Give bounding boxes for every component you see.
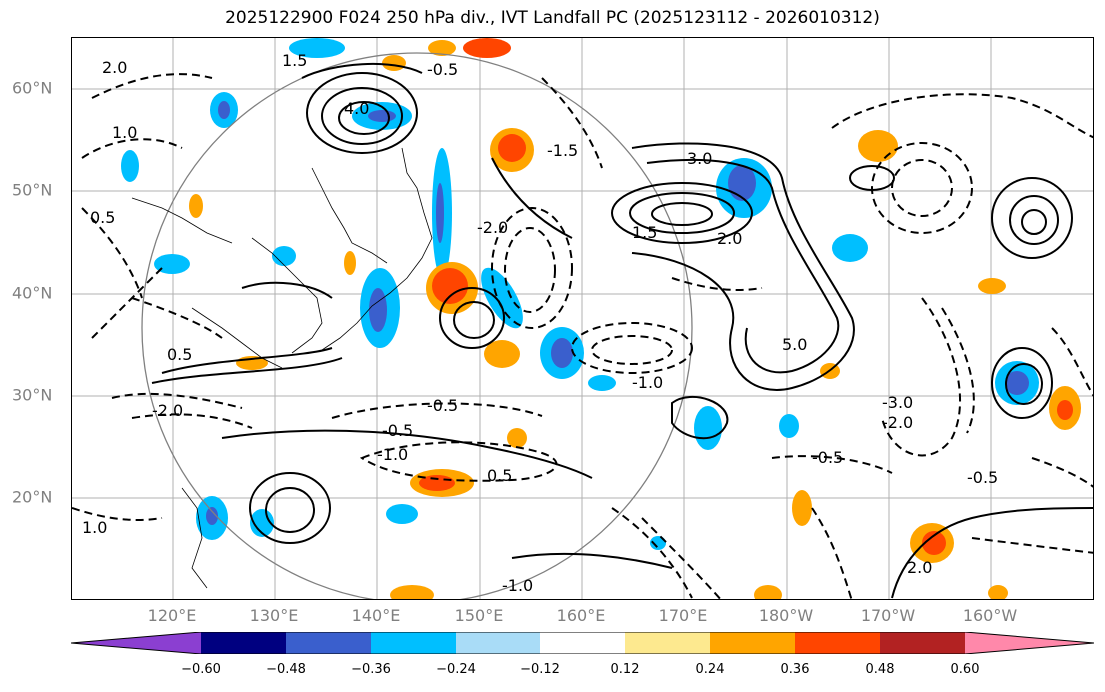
lon-label-160e: 160°E bbox=[556, 606, 606, 625]
contour-label: -1.0 bbox=[377, 445, 408, 464]
contour-label: 5.0 bbox=[782, 335, 807, 354]
contour-label: -0.5 bbox=[382, 421, 413, 440]
lat-label-40n: 40°N bbox=[12, 283, 53, 303]
colorbar-segment bbox=[201, 632, 286, 654]
lon-label-170e: 170°E bbox=[658, 606, 708, 625]
colorbar bbox=[71, 632, 1094, 654]
contour-label: -1.0 bbox=[502, 576, 533, 595]
colorbar-tick: −0.48 bbox=[266, 662, 306, 677]
contour-labels: 2.0 1.5 1.0 0.5 4.0 -0.5 3.0 1.5 2.0 -2.… bbox=[82, 51, 998, 595]
colorbar-tick: −0.12 bbox=[520, 662, 560, 677]
contour-label: 2.0 bbox=[907, 558, 932, 577]
contour-label: -1.0 bbox=[632, 373, 663, 392]
contour-label: 1.5 bbox=[632, 223, 657, 242]
colorbar-tick: −0.36 bbox=[351, 662, 391, 677]
contour-label: 0.5 bbox=[487, 466, 512, 485]
contour-label: 3.0 bbox=[687, 149, 712, 168]
coastlines bbox=[131, 147, 433, 589]
lon-label-160w: 160°W bbox=[962, 606, 1018, 625]
contour-label: -1.5 bbox=[547, 141, 578, 160]
solid-contours bbox=[151, 62, 1093, 599]
map-panel[interactable]: 2.0 1.5 1.0 0.5 4.0 -0.5 3.0 1.5 2.0 -2.… bbox=[71, 37, 1094, 600]
contour-label: 4.0 bbox=[344, 99, 369, 118]
colorbar-segment bbox=[371, 632, 456, 654]
region-circle bbox=[141, 52, 693, 599]
contour-label: -2.0 bbox=[152, 401, 183, 420]
contour-label: -0.5 bbox=[812, 448, 843, 467]
contour-label: 0.5 bbox=[90, 208, 115, 227]
contour-label: 2.0 bbox=[717, 229, 742, 248]
colorbar-segment bbox=[71, 632, 201, 654]
colorbar-segment bbox=[456, 632, 540, 654]
contour-label: -0.5 bbox=[427, 60, 458, 79]
map-title: 2025122900 F024 250 hPa div., IVT Landfa… bbox=[225, 8, 880, 28]
divergence-shading bbox=[121, 38, 1081, 599]
lon-label-180w: 180°W bbox=[758, 606, 814, 625]
contour-label: -2.0 bbox=[882, 413, 913, 432]
contour-label: -0.5 bbox=[967, 468, 998, 487]
colorbar-tick: 0.60 bbox=[950, 662, 980, 677]
lat-label-30n: 30°N bbox=[12, 385, 53, 405]
contour-label: -3.0 bbox=[882, 393, 913, 412]
colorbar-tick: 0.24 bbox=[695, 662, 725, 677]
colorbar-tick: 0.12 bbox=[610, 662, 640, 677]
colorbar-tick: −0.24 bbox=[436, 662, 476, 677]
contour-label: 1.0 bbox=[112, 123, 137, 142]
map-canvas: 2.0 1.5 1.0 0.5 4.0 -0.5 3.0 1.5 2.0 -2.… bbox=[72, 38, 1093, 599]
lon-label-120e: 120°E bbox=[147, 606, 197, 625]
lon-label-130e: 130°E bbox=[249, 606, 299, 625]
colorbar-tick: −0.60 bbox=[181, 662, 221, 677]
colorbar-segment bbox=[540, 632, 625, 654]
colorbar-segment bbox=[286, 632, 371, 654]
lon-label-170w: 170°W bbox=[860, 606, 916, 625]
lat-label-20n: 20°N bbox=[12, 487, 53, 507]
lat-label-60n: 60°N bbox=[12, 78, 53, 98]
colorbar-segment bbox=[625, 632, 710, 654]
lat-label-50n: 50°N bbox=[12, 180, 53, 200]
contour-label: 1.0 bbox=[82, 518, 107, 537]
colorbar-tick: 0.36 bbox=[780, 662, 810, 677]
dashed-contours bbox=[72, 73, 1093, 599]
contour-label: 0.5 bbox=[167, 345, 192, 364]
colorbar-segment bbox=[710, 632, 795, 654]
colorbar-segment bbox=[880, 632, 965, 654]
graticule bbox=[72, 38, 1093, 599]
contour-label: 1.5 bbox=[282, 51, 307, 70]
colorbar-tick: 0.48 bbox=[865, 662, 895, 677]
lon-label-140e: 140°E bbox=[351, 606, 401, 625]
contour-label: -2.0 bbox=[477, 218, 508, 237]
contour-label: 2.0 bbox=[102, 58, 127, 77]
contour-label: -0.5 bbox=[427, 396, 458, 415]
colorbar-segment bbox=[965, 632, 1094, 654]
lon-label-150e: 150°E bbox=[454, 606, 504, 625]
colorbar-segment bbox=[795, 632, 880, 654]
